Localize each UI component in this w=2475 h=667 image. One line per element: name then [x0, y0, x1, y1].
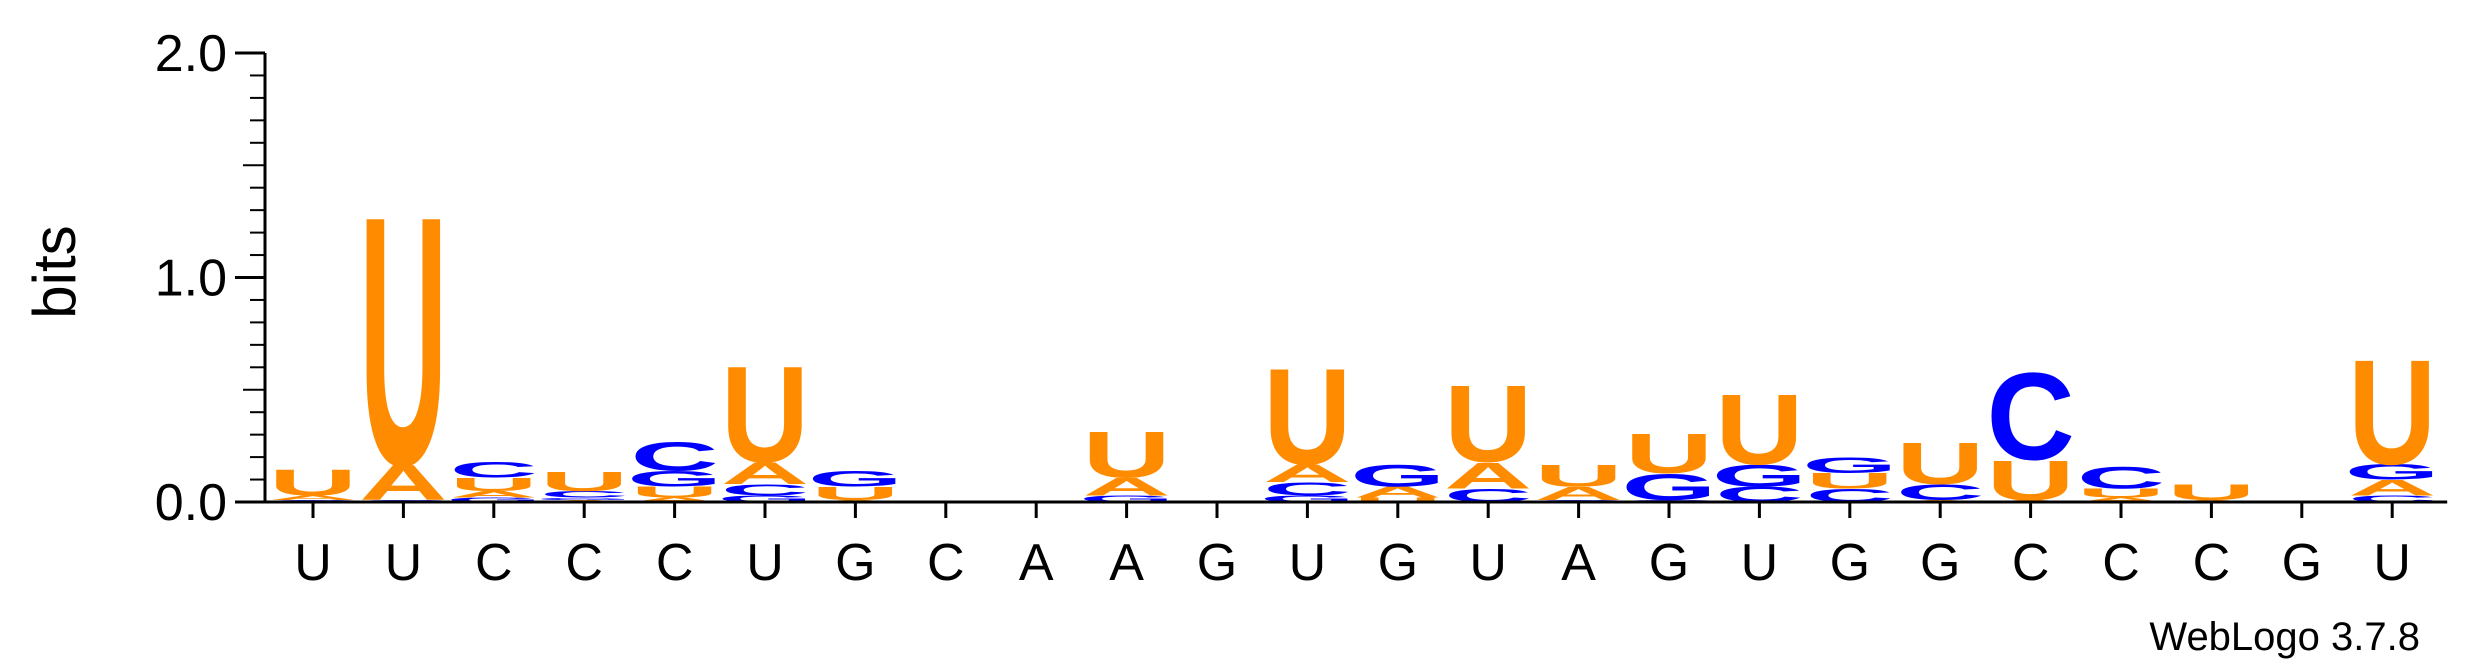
logo-letter-G: G [627, 467, 722, 491]
logo-letter-U: U [1806, 469, 1894, 493]
position-label: G [1378, 534, 1418, 592]
logo-letter-A: A [721, 456, 809, 491]
position-label: U [2373, 534, 2411, 592]
position-label: C [2193, 534, 2231, 592]
logo-letter-A: A [630, 496, 718, 503]
logo-letter-A: A [2348, 476, 2436, 500]
logo-letter-G: G [537, 497, 632, 500]
position-label: U [1741, 534, 1779, 592]
logo-letter-U: U [1896, 431, 1984, 497]
position-label: G [2282, 534, 2322, 592]
y-tick-label: 1.0 [155, 250, 227, 308]
logo-letter-A: A [1534, 483, 1622, 504]
logo-letter-C: C [1896, 480, 1984, 504]
logo-letter-G: G [1260, 494, 1355, 504]
logo-letter-U: U [1534, 458, 1622, 493]
logo-letter-C: C [630, 435, 718, 480]
logo-letter-U: U [1354, 496, 1442, 503]
logo-letter-U: U [630, 484, 718, 501]
logo-letter-C: C [1986, 347, 2074, 486]
logo-letter-A: A [2077, 496, 2165, 503]
logo-letter-G: G [717, 494, 812, 504]
position-label: U [746, 534, 784, 592]
position-label: G [1197, 534, 1237, 592]
logo-letter-A: A [1354, 484, 1442, 501]
position-label: U [1289, 534, 1327, 592]
logo-letter-G: G [1712, 458, 1807, 493]
logo-letter-U: U [2077, 486, 2165, 500]
logo-letter-U: U [721, 337, 809, 491]
logo-letter-U: U [359, 143, 447, 540]
position-label: C [565, 534, 603, 592]
y-axis-title: bits [21, 225, 88, 318]
logo-letter-C: C [540, 489, 628, 499]
logo-letter-A: A [1263, 459, 1351, 487]
logo-letter-U: U [1444, 363, 1532, 485]
logo-letter-U: U [269, 462, 357, 504]
logo-letter-U: U [1082, 418, 1170, 491]
position-label: C [927, 534, 965, 592]
logo-letter-A: A [1082, 473, 1170, 501]
position-label: C [656, 534, 694, 592]
position-label: U [385, 534, 423, 592]
position-label: C [475, 534, 513, 592]
logo-letter-G: G [2345, 460, 2440, 484]
y-tick-label: 0.0 [155, 474, 227, 532]
logo-letter-G: G [808, 467, 903, 491]
logo-letter-G: G [1802, 453, 1897, 477]
position-label: G [1649, 534, 1689, 592]
logo-letter-U: U [1263, 339, 1351, 493]
logo-letter-U: U [2348, 328, 2436, 496]
logo-letter-A: A [269, 494, 357, 501]
logo-letter-C: C [2077, 460, 2165, 495]
position-label: G [1830, 534, 1870, 592]
logo-letter-A: A [450, 489, 538, 499]
position-label: U [294, 534, 332, 592]
position-label: C [2102, 534, 2140, 592]
position-label: A [1561, 534, 1596, 592]
position-label: U [1469, 534, 1507, 592]
logo-letter-U: U [540, 465, 628, 496]
logo-letter-G: G [1079, 494, 1174, 504]
logo-letter-C: C [2348, 494, 2436, 504]
logo-letter-C: C [1263, 478, 1351, 499]
logo-letter-U: U [2167, 480, 2255, 504]
logo-letter-U: U [811, 483, 899, 504]
logo-letter-G: G [1350, 458, 1445, 493]
position-label: A [1019, 534, 1054, 592]
weblogo-credit: WebLogo 3.7.8 [2149, 615, 2420, 659]
logo-letter-C: C [450, 458, 538, 482]
letter-stacks: CAUCAUGAUCAGCUAUGCGCAUAUGCAGAUGGCAUUAGCA… [269, 143, 2440, 540]
logo-letter-G: G [446, 496, 541, 503]
logo-letter-U: U [450, 474, 538, 495]
position-label: A [1109, 534, 1144, 592]
position-label: G [835, 534, 875, 592]
logo-letter-U: U [1715, 374, 1803, 486]
logo-letter-C: C [721, 481, 809, 498]
position-label: G [1920, 534, 1960, 592]
logo-letter-A: A [1444, 455, 1532, 497]
position-label: C [2012, 534, 2050, 592]
logo-letter-U: U [1625, 423, 1713, 486]
y-tick-label: 2.0 [155, 25, 227, 83]
y-axis: 0.0 1.0 2.0 [155, 25, 267, 532]
